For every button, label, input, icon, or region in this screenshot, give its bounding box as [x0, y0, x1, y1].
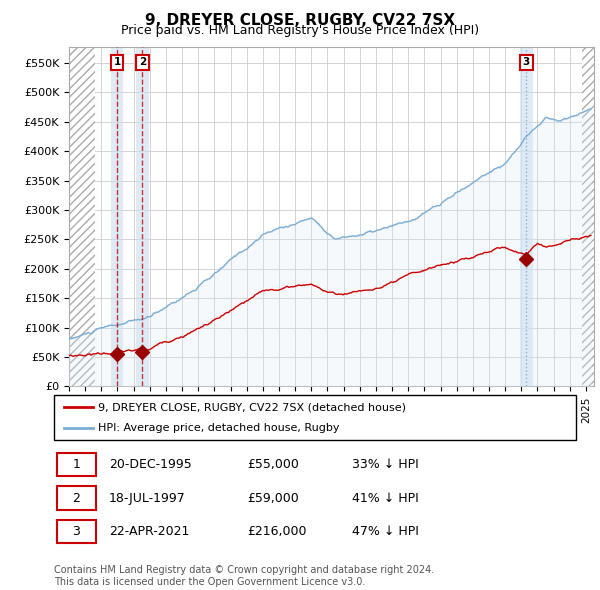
Text: £55,000: £55,000: [247, 458, 299, 471]
Text: HPI: Average price, detached house, Rugby: HPI: Average price, detached house, Rugb…: [98, 424, 340, 434]
Text: 3: 3: [72, 525, 80, 538]
Text: Contains HM Land Registry data © Crown copyright and database right 2024.
This d: Contains HM Land Registry data © Crown c…: [54, 565, 434, 587]
FancyBboxPatch shape: [56, 453, 96, 476]
Text: 33% ↓ HPI: 33% ↓ HPI: [352, 458, 418, 471]
Text: 2: 2: [72, 491, 80, 504]
Text: 20-DEC-1995: 20-DEC-1995: [109, 458, 191, 471]
Text: 1: 1: [72, 458, 80, 471]
FancyBboxPatch shape: [56, 486, 96, 510]
Text: 1: 1: [113, 57, 121, 67]
Bar: [520, 47, 533, 386]
Bar: [582, 47, 594, 386]
Bar: [110, 47, 124, 386]
Text: 41% ↓ HPI: 41% ↓ HPI: [352, 491, 418, 504]
Text: 9, DREYER CLOSE, RUGBY, CV22 7SX: 9, DREYER CLOSE, RUGBY, CV22 7SX: [145, 13, 455, 28]
Bar: [69, 47, 95, 386]
Text: £59,000: £59,000: [247, 491, 299, 504]
Text: 18-JUL-1997: 18-JUL-1997: [109, 491, 185, 504]
Text: 3: 3: [523, 57, 530, 67]
Text: 2: 2: [139, 57, 146, 67]
FancyBboxPatch shape: [54, 395, 576, 440]
Text: Price paid vs. HM Land Registry's House Price Index (HPI): Price paid vs. HM Land Registry's House …: [121, 24, 479, 37]
Text: 9, DREYER CLOSE, RUGBY, CV22 7SX (detached house): 9, DREYER CLOSE, RUGBY, CV22 7SX (detach…: [98, 402, 406, 412]
Text: 47% ↓ HPI: 47% ↓ HPI: [352, 525, 418, 538]
FancyBboxPatch shape: [56, 520, 96, 543]
Text: £216,000: £216,000: [247, 525, 307, 538]
Bar: [136, 47, 149, 386]
Text: 22-APR-2021: 22-APR-2021: [109, 525, 189, 538]
